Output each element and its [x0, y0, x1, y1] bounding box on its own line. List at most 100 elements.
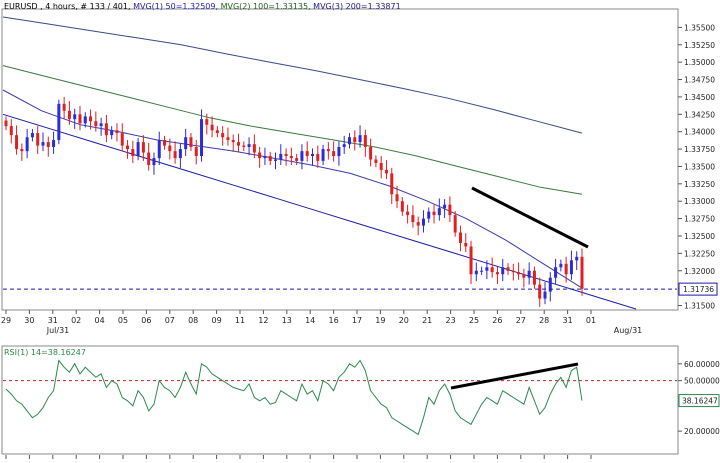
moving-averages [2, 16, 637, 310]
ma100-line [2, 65, 583, 195]
overlay: 1.31736 [3, 186, 718, 296]
x-tick-label: 27 [516, 316, 526, 325]
candle-body [427, 211, 431, 219]
x-tick-label: 19 [375, 316, 385, 325]
candle-body [443, 204, 447, 209]
candle-body [480, 270, 484, 272]
candle-body [522, 274, 526, 278]
candle-body [511, 270, 515, 273]
candle-body [242, 145, 246, 147]
price-y-tick-label: 1.35500 [684, 23, 715, 32]
candle-body [437, 208, 441, 216]
candle-body [384, 169, 388, 174]
rsi-y-tick-label: 60.00000 [684, 360, 720, 369]
header-symbol-info: EURUSD , 4 hours, # 133 / 401, [4, 2, 133, 11]
candle-body [115, 130, 119, 134]
ma200-line [2, 16, 583, 134]
candle-body [173, 151, 177, 159]
x-tick-label: 14 [305, 316, 315, 325]
candle-body [178, 149, 182, 159]
rsi-panel: 60.00000 50.00000 20.00000 38.16247 [3, 359, 720, 436]
rsi-line [5, 359, 583, 436]
header-ma3: MVG(3) 200=1.33871 [313, 2, 401, 11]
candle-body [20, 149, 24, 152]
candle-body [210, 124, 214, 131]
candle-body [15, 135, 19, 150]
candle-body [569, 260, 573, 275]
candle-body [221, 133, 225, 138]
candle-body [474, 270, 478, 275]
rsi-panel-frame [1, 345, 679, 455]
candle-body [184, 137, 188, 150]
candle-body [141, 142, 145, 153]
rsi-current-label: 38.16247 [682, 397, 718, 406]
candle-body [421, 218, 425, 226]
price-y-tick-label: 1.32000 [684, 267, 715, 276]
candle-body [67, 110, 71, 120]
candle-body [41, 142, 45, 146]
price-y-tick-label: 1.32500 [684, 232, 715, 241]
candle-body [543, 291, 547, 299]
candle-body [564, 263, 568, 275]
candle-body [490, 267, 494, 273]
candle-body [316, 153, 320, 161]
candle-body [506, 267, 510, 271]
candle-body [194, 146, 198, 157]
price-y-tick-label: 1.31500 [684, 302, 715, 311]
candle-body [358, 135, 362, 143]
current-price-box [678, 282, 718, 296]
header-ma2: MVG(2) 100=1.33135, [221, 2, 311, 11]
candle-body [464, 242, 468, 247]
price-y-tick-label: 1.34500 [684, 93, 715, 102]
price-y-tick-label: 1.34750 [684, 76, 715, 85]
candle-body [300, 151, 304, 161]
x-tick-label: 13 [282, 316, 292, 325]
candle-body [400, 201, 404, 212]
rsi-label: RSI(1) 14=38.16247 [4, 348, 86, 357]
x-tick-label: 21 [422, 316, 432, 325]
price-y-tick-label: 1.32250 [684, 249, 715, 258]
candle-body [274, 159, 278, 161]
candle-body [369, 146, 373, 160]
price-y-tick-label: 1.35000 [684, 58, 715, 67]
candle-body [200, 119, 204, 157]
current-price-label: 1.31736 [683, 285, 714, 294]
price-y-tick-label: 1.34250 [684, 110, 715, 119]
candle-body [215, 130, 219, 134]
rsi-trendline [450, 362, 579, 390]
x-tick-label: 31 [48, 316, 58, 325]
x-tick-label: 20 [399, 316, 409, 325]
candle-body [501, 267, 505, 275]
candle-body [189, 137, 193, 147]
candle-body [395, 194, 399, 202]
candle-body [226, 137, 230, 141]
candle-body [374, 159, 378, 163]
candle-body [83, 116, 87, 124]
price-trendline [471, 186, 589, 249]
candle-body [289, 156, 293, 159]
x-sublabel: Aug/31 [614, 326, 643, 335]
candle-body [9, 126, 13, 136]
candle-body [284, 153, 288, 157]
candle-body [36, 133, 40, 146]
candle-body [538, 284, 542, 299]
candle-body [353, 137, 357, 143]
candle-body [332, 151, 336, 157]
candle-body [469, 246, 473, 275]
candle-body [120, 133, 124, 146]
price-y-tick-label: 1.33000 [684, 197, 715, 206]
x-tick-label: 11 [235, 316, 245, 325]
x-tick-label: 26 [492, 316, 502, 325]
descending-line [2, 113, 637, 310]
candle-body [4, 120, 8, 127]
candle-body [94, 121, 98, 127]
x-tick-label: 30 [24, 316, 34, 325]
candle-body [30, 133, 34, 138]
candle-body [406, 211, 410, 216]
candle-body [152, 158, 156, 166]
header-ma1: MVG(1) 50=1.32509, [133, 2, 218, 11]
candle-body [337, 146, 341, 157]
candle-body [237, 142, 241, 146]
